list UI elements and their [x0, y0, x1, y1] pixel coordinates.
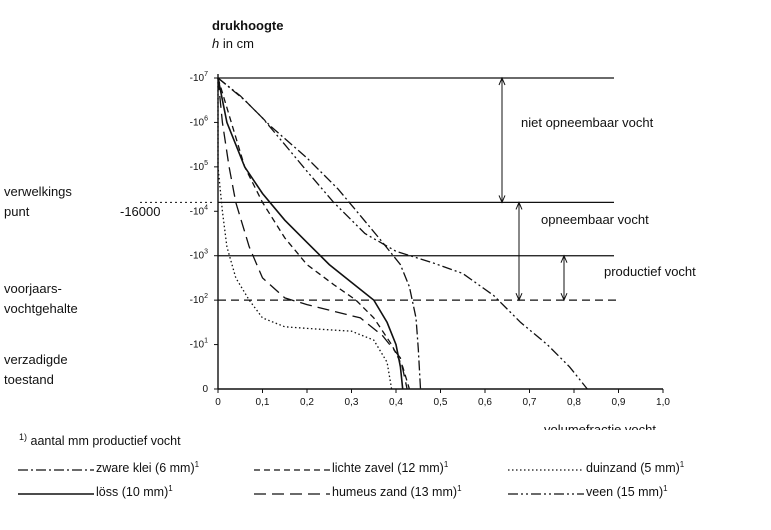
range-arrow-top [560, 254, 568, 263]
legend-label: lichte zavel (12 mm)1 [332, 460, 449, 476]
axes: 0 0,1 0,2 0,3 0,4 0,5 0,6 0,7 0,8 0,9 1,0 -107 -106 -… [190, 71, 671, 408]
legend-label-sup: 1 [194, 460, 200, 469]
x-tick-label: 1,0 [656, 397, 670, 408]
legend-swatch [508, 493, 584, 495]
x-tick-label: 0,4 [389, 397, 403, 408]
footnote: 1) aantal mm productief vocht [19, 432, 181, 448]
left-label: toestand [4, 372, 54, 387]
x-tick-label: 0,8 [567, 397, 581, 408]
range-arrow-bottom [515, 292, 523, 302]
legend-swatch [254, 469, 330, 471]
y-tick-label: -104 [190, 204, 208, 217]
series-line [217, 77, 588, 390]
range-brackets [498, 76, 568, 302]
legend-label: humeus zand (13 mm)1 [332, 484, 462, 500]
footnote-marker: 1) [19, 432, 28, 442]
legend-item: lichte zavel (12 mm)1 [254, 460, 494, 480]
legend-label-sup: 1 [663, 484, 668, 493]
chart-texts: niet opneembaar vocht opneembaar vocht pro… [4, 18, 696, 430]
y-tick-label: -102 [190, 293, 208, 306]
y-tick-label: -105 [190, 160, 208, 173]
range-arrow-bottom [498, 195, 506, 204]
range-arrow-bottom [560, 292, 568, 302]
series-line [217, 77, 408, 390]
legend-item: duinzand (5 mm)1 [508, 460, 748, 480]
x-tick-label: 0 [215, 397, 221, 408]
chart-svg: 0 0,1 0,2 0,3 0,4 0,5 0,6 0,7 0,8 0,9 1,0 -107 -106 -… [4, 18, 696, 430]
y-tick-label: -107 [190, 71, 208, 84]
series-group [217, 77, 588, 390]
legend-item: veen (15 mm)1 [508, 484, 748, 504]
legend-label: duinzand (5 mm)1 [586, 460, 685, 476]
legend-swatch [18, 469, 94, 471]
legend-label: veen (15 mm)1 [586, 484, 668, 500]
series-line [217, 78, 393, 390]
range-label: productief vocht [604, 264, 696, 279]
y-tick-label: -106 [190, 115, 208, 128]
legend-item: zware klei (6 mm)1 [18, 460, 258, 480]
legend-label: löss (10 mm)1 [96, 484, 173, 500]
legend-label-sup: 1 [679, 460, 685, 469]
legend-item: humeus zand (13 mm)1 [254, 484, 494, 504]
series-line [217, 77, 411, 390]
x-axis-label: volumefractie vocht [544, 422, 656, 430]
legend-label-sup: 1 [457, 484, 462, 493]
legend-label-sup: 1 [168, 484, 173, 493]
left-label: vochtgehalte [4, 301, 78, 316]
x-tick-label: 0,6 [478, 397, 492, 408]
y-tick-label: -103 [190, 249, 208, 262]
y-axis-label: h in cm [212, 36, 254, 51]
reference-lines [140, 77, 618, 301]
x-tick-label: 0,2 [300, 397, 314, 408]
footnote-text: aantal mm productief vocht [30, 434, 181, 449]
legend-item: löss (10 mm)1 [18, 484, 258, 504]
range-arrow-top [498, 76, 506, 86]
range-arrow-top [515, 201, 523, 210]
legend-label-sup: 1 [443, 460, 449, 469]
left-label: punt [4, 204, 30, 219]
wilting-value-label: -16000 [120, 204, 160, 219]
y-tick-label: 0 [202, 384, 208, 395]
left-label: verzadigde [4, 352, 68, 367]
legend-swatch [254, 493, 330, 495]
chart-title: drukhoogte [212, 18, 284, 33]
x-tick-label: 0,1 [256, 397, 270, 408]
left-label: voorjaars- [4, 281, 62, 296]
legend-swatch [18, 493, 94, 495]
series-line [217, 77, 404, 390]
x-tick-label: 0,7 [523, 397, 537, 408]
left-label: verwelkings [4, 184, 72, 199]
x-tick-label: 0,9 [612, 397, 626, 408]
range-label: niet opneembaar vocht [521, 115, 654, 130]
y-tick-label: -101 [190, 338, 208, 351]
range-label: opneembaar vocht [541, 212, 649, 227]
legend-label: zware klei (6 mm)1 [96, 460, 200, 476]
x-tick-label: 0,5 [434, 397, 448, 408]
legend-swatch [508, 469, 584, 471]
x-tick-label: 0,3 [345, 397, 359, 408]
